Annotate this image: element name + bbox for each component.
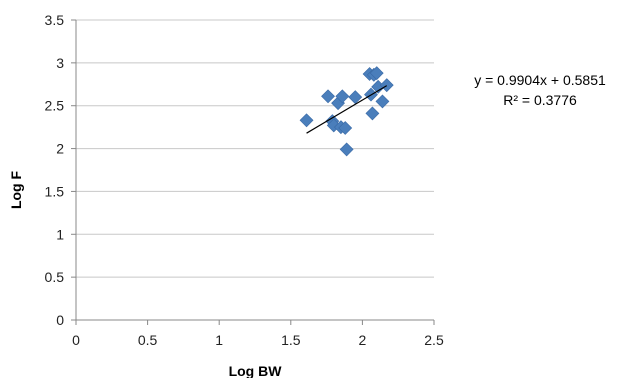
data-point [379, 78, 394, 93]
trendline-equation: y = 0.9904x + 0.5851 [474, 72, 606, 88]
y-tick-label: 0 [56, 312, 64, 328]
y-tick-label: 2 [56, 141, 64, 157]
data-point [339, 142, 354, 157]
data-point [369, 66, 384, 81]
x-tick-label: 2 [359, 332, 367, 348]
data-point [365, 106, 380, 121]
data-points [299, 66, 394, 157]
trendline [306, 85, 388, 134]
data-point [335, 89, 350, 104]
data-point [375, 94, 390, 109]
y-tick-labels: 0 0.5 1 1.5 2 2.5 3 3.5 [45, 12, 65, 328]
x-tick-labels: 0 0.5 1 1.5 2 2.5 [72, 332, 444, 348]
data-point [338, 121, 353, 135]
x-tick-label: 1 [215, 332, 223, 348]
x-tick-label: 0 [72, 332, 80, 348]
r-squared-label: R² = 0.3776 [503, 92, 577, 108]
data-point [299, 113, 314, 128]
y-tick-label: 1.5 [45, 183, 65, 199]
y-tick-label: 2.5 [45, 98, 65, 114]
y-axis-title: Log F [8, 171, 24, 210]
x-tick-label: 0.5 [138, 332, 158, 348]
y-tick-label: 1 [56, 226, 64, 242]
data-point [321, 89, 335, 104]
x-tick-label: 1.5 [281, 332, 301, 348]
y-tick-label: 0.5 [45, 269, 65, 285]
x-axis-title: Log BW [229, 363, 283, 378]
gridlines [76, 19, 434, 278]
y-tick-label: 3 [56, 55, 64, 71]
axes [71, 19, 435, 325]
x-tick-label: 2.5 [424, 332, 444, 348]
y-tick-label: 3.5 [45, 12, 65, 28]
